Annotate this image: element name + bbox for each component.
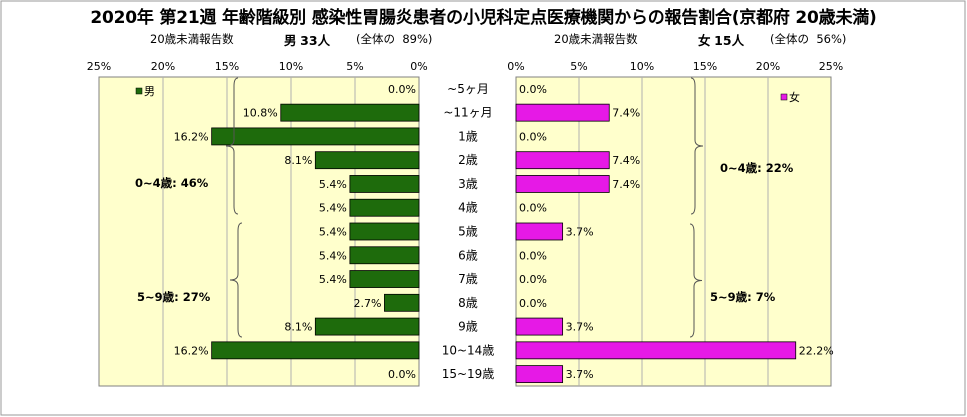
female-value-label: 22.2%: [799, 344, 834, 357]
male-bar: [349, 175, 420, 193]
male-bar: [349, 198, 420, 217]
category-label: 9歳: [458, 320, 478, 334]
left-x-tick-label: 25%: [87, 60, 111, 73]
male-0-4-bracket: [225, 77, 239, 215]
female-value-label: 0.0%: [519, 297, 547, 310]
female-value-label: 0.0%: [519, 202, 547, 215]
right-x-tick-label: 20%: [756, 60, 780, 73]
male-value-label: 16.2%: [174, 130, 209, 143]
left-share-label: (全体の: [356, 32, 395, 46]
female-legend-label: 女: [789, 90, 800, 104]
left-count: 33人: [300, 33, 331, 48]
right-x-tick-label: 25%: [819, 60, 843, 73]
category-label: ~5ヶ月: [447, 82, 489, 96]
male-value-label: 8.1%: [284, 154, 312, 167]
male-value-label: 16.2%: [174, 344, 209, 357]
female-value-label: 3.7%: [566, 226, 594, 239]
male-0-4-annotation: 0~4歳: 46%: [135, 176, 209, 190]
category-label: 6歳: [458, 248, 478, 262]
category-label: 2歳: [458, 153, 478, 167]
male-bar: [280, 103, 420, 122]
male-value-label: 10.8%: [243, 107, 278, 120]
male-5-9-bracket: [229, 222, 243, 338]
right-x-tick-label: 0%: [507, 60, 524, 73]
left-sex: 男: [284, 33, 297, 48]
female-0-4-annotation: 0~4歳: 22%: [720, 161, 794, 175]
female-value-label: 0.0%: [519, 83, 547, 96]
female-value-label: 0.0%: [519, 273, 547, 286]
category-label: 10~14歳: [442, 343, 495, 357]
category-label: 4歳: [458, 201, 478, 215]
right-sex-count: 女 15人: [698, 30, 744, 49]
male-legend-label: 男: [144, 85, 155, 98]
female-bar: [515, 222, 564, 241]
right-x-tick-label: 5%: [570, 60, 587, 73]
female-value-label: 7.4%: [612, 178, 640, 191]
male-value-label: 0.0%: [388, 368, 416, 381]
male-bar: [349, 246, 420, 265]
female-value-label: 0.0%: [519, 249, 547, 262]
male-bar: [211, 127, 420, 146]
category-label: 3歳: [458, 177, 478, 191]
male-bar: [384, 293, 420, 312]
right-report-label: 20歳未満報告数: [554, 32, 638, 46]
left-share: (全体の 89%): [356, 31, 432, 47]
male-bar: [349, 222, 420, 241]
category-label: ~11ヶ月: [443, 106, 492, 120]
female-bar: [515, 151, 610, 170]
female-0-4-bracket: [690, 77, 704, 215]
male-value-label: 5.4%: [319, 202, 347, 215]
male-bar: [349, 270, 420, 288]
female-5-9-annotation: 5~9歳: 7%: [710, 290, 776, 304]
female-value-label: 0.0%: [519, 130, 547, 143]
male-value-label: 5.4%: [319, 273, 347, 286]
right-plot-area: [515, 76, 832, 387]
male-bar: [314, 151, 420, 170]
left-x-tick-label: 10%: [279, 60, 303, 73]
male-bar: [211, 341, 420, 360]
female-value-label: 3.7%: [566, 321, 594, 334]
category-label: 1歳: [458, 129, 478, 143]
left-x-tick-label: 5%: [346, 60, 363, 73]
male-legend-swatch: [135, 87, 143, 95]
category-label: 5歳: [458, 225, 478, 239]
male-value-label: 8.1%: [284, 321, 312, 334]
right-share: (全体の 56%): [770, 31, 846, 47]
female-5-9-bracket: [689, 223, 703, 338]
male-value-label: 2.7%: [353, 297, 381, 310]
category-label: 15~19歳: [442, 367, 495, 381]
left-share-value: 89%): [402, 32, 433, 46]
right-count: 15人: [714, 33, 745, 48]
female-value-label: 3.7%: [566, 368, 594, 381]
female-value-label: 7.4%: [612, 107, 640, 120]
male-5-9-annotation: 5~9歳: 27%: [137, 290, 211, 304]
right-x-tick-label: 10%: [630, 60, 654, 73]
category-label: 7歳: [458, 272, 478, 286]
left-sex-count: 男 33人: [284, 30, 330, 49]
left-report-label: 20歳未満報告数: [150, 32, 234, 46]
right-share-label: (全体の: [770, 32, 809, 46]
right-share-value: 56%): [816, 32, 847, 46]
female-bar: [515, 341, 797, 360]
male-value-label: 5.4%: [319, 178, 347, 191]
female-bar: [515, 317, 564, 336]
left-x-tick-label: 15%: [215, 60, 239, 73]
male-value-label: 5.4%: [319, 249, 347, 262]
female-legend-swatch: [780, 93, 788, 101]
right-sex: 女: [698, 33, 711, 48]
male-bar: [314, 317, 420, 336]
female-bar: [515, 103, 610, 122]
left-x-tick-label: 0%: [410, 60, 427, 73]
male-value-label: 5.4%: [319, 226, 347, 239]
female-bar: [515, 365, 564, 384]
right-x-tick-label: 15%: [693, 60, 717, 73]
female-value-label: 7.4%: [612, 154, 640, 167]
female-bar: [515, 175, 610, 193]
category-label: 8歳: [458, 296, 478, 310]
male-value-label: 0.0%: [388, 83, 416, 96]
left-x-tick-label: 20%: [151, 60, 175, 73]
chart-title: 2020年 第21週 年齢階級別 感染性胃腸炎患者の小児科定点医療機関からの報告…: [90, 8, 877, 28]
